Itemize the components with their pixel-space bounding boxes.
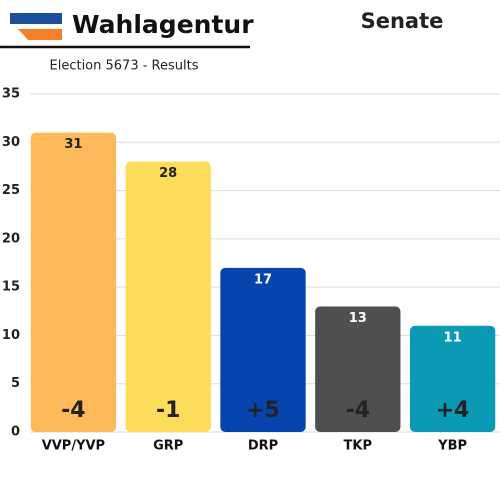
- x-tick-label: TKP: [344, 439, 372, 454]
- change-label: -4: [346, 398, 370, 423]
- logo-stripe: [18, 29, 62, 40]
- y-tick-label: 25: [2, 183, 20, 198]
- y-tick-label: 30: [2, 135, 20, 150]
- change-label: +5: [246, 398, 280, 423]
- bar: [220, 267, 306, 432]
- logo-stripe: [10, 13, 62, 24]
- data-label: 28: [159, 166, 177, 181]
- y-tick-label: 20: [2, 231, 20, 246]
- change-label: +4: [436, 398, 470, 423]
- x-tick-label: DRP: [248, 439, 278, 454]
- change-label: -4: [61, 398, 85, 423]
- chart-title: Wahlagentur: [72, 10, 254, 39]
- x-tick-label: GRP: [153, 439, 183, 454]
- bar: [125, 161, 211, 432]
- data-label: 11: [444, 330, 462, 345]
- bar: [315, 306, 401, 432]
- y-tick-label: 35: [2, 87, 20, 102]
- y-tick-label: 15: [2, 280, 20, 295]
- bar: [409, 325, 496, 432]
- y-tick-label: 10: [2, 328, 20, 343]
- bar: [30, 132, 117, 432]
- y-tick-label: 5: [11, 376, 20, 391]
- data-label: 31: [64, 137, 82, 152]
- x-tick-label: YBP: [437, 439, 467, 454]
- chamber-label: Senate: [361, 9, 444, 33]
- change-label: -1: [156, 398, 180, 423]
- y-tick-label: 0: [11, 425, 20, 440]
- logo: [10, 13, 62, 40]
- data-label: 13: [349, 311, 367, 326]
- x-tick-label: VVP/YVP: [42, 439, 105, 454]
- data-label: 17: [254, 272, 272, 287]
- chart-subtitle: Election 5673 - Results: [50, 59, 199, 74]
